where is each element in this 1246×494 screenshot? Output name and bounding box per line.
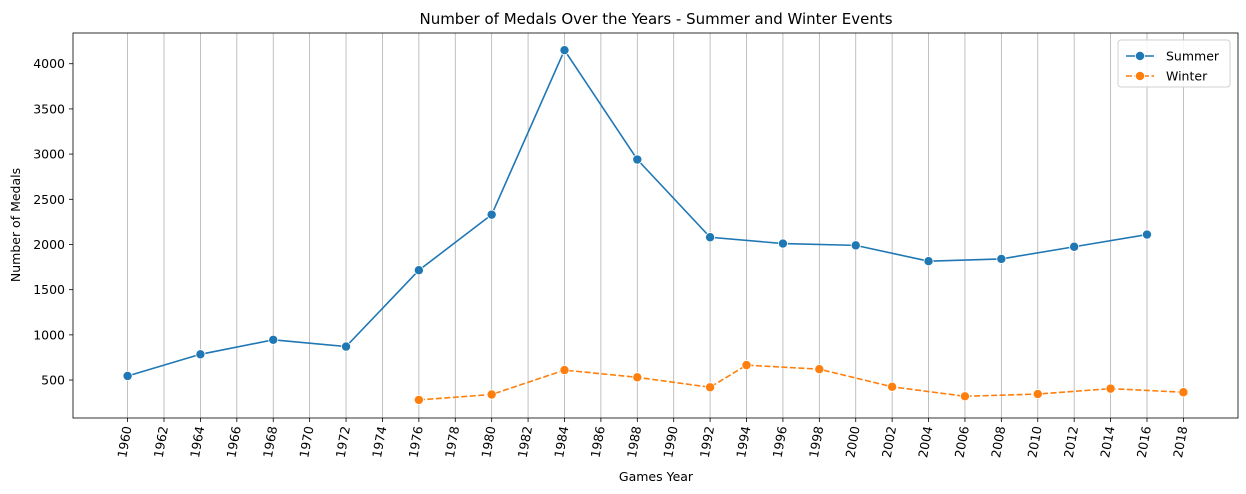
legend-marker (1135, 71, 1146, 82)
y-tick-label: 3000 (33, 147, 65, 162)
y-tick-label: 4000 (33, 56, 65, 71)
x-tick-label: 2018 (1170, 425, 1190, 459)
data-point (887, 381, 898, 392)
data-point (413, 394, 424, 405)
x-axis-ticks: 1960 1962 1964 1966 1968 1970 1972 1974 1976 1978… (114, 418, 1190, 459)
data-point (268, 334, 279, 345)
x-tick-label: 1976 (406, 425, 426, 459)
legend-entry-winter: Winter (1126, 69, 1208, 84)
y-tick-label: 1000 (33, 327, 65, 342)
series-line (418, 364, 1184, 401)
x-tick-label: 1984 (551, 425, 571, 459)
data-point (1105, 383, 1116, 394)
y-tick-label: 3500 (33, 101, 65, 116)
x-tick-label: 1970 (296, 425, 316, 459)
series-winter (413, 360, 1189, 405)
legend-marker (1135, 51, 1146, 62)
y-tick-label: 2000 (33, 237, 65, 252)
x-tick-label: 2014 (1097, 425, 1117, 459)
legend-entry-summer: Summer (1126, 49, 1220, 64)
x-tick-label: 1962 (151, 425, 171, 459)
data-point (486, 209, 497, 220)
data-point (1178, 387, 1189, 398)
x-tick-label: 1978 (442, 425, 462, 459)
x-tick-label: 1992 (697, 425, 717, 459)
y-tick-label: 500 (41, 373, 65, 388)
data-point (923, 256, 934, 267)
x-tick-label: 1998 (806, 425, 826, 459)
x-tick-label: 1982 (515, 425, 535, 459)
x-tick-label: 1996 (770, 425, 790, 459)
x-tick-label: 2010 (1024, 425, 1044, 459)
x-tick-label: 1960 (114, 425, 134, 459)
data-point (195, 349, 206, 360)
x-tick-label: 2016 (1134, 425, 1154, 459)
series-summer (122, 45, 1152, 381)
data-point (1069, 241, 1080, 252)
data-point (559, 45, 570, 56)
x-tick-label: 2006 (952, 425, 972, 459)
data-point (1032, 389, 1043, 400)
data-point (413, 265, 424, 276)
y-tick-label: 2500 (33, 192, 65, 207)
y-axis-ticks: 500 1000 1500 2000 2500 3000 3500 4000 (33, 56, 73, 388)
x-tick-label: 1968 (260, 425, 280, 459)
data-point (486, 389, 497, 400)
legend-label: Winter (1166, 69, 1208, 84)
data-point (341, 341, 352, 352)
x-tick-label: 2002 (879, 425, 899, 459)
x-tick-label: 2012 (1061, 425, 1081, 459)
x-tick-label: 2000 (842, 425, 862, 459)
x-tick-label: 1994 (733, 425, 753, 459)
x-tick-label: 1972 (333, 425, 353, 459)
x-tick-label: 2004 (915, 425, 935, 459)
x-tick-label: 2008 (988, 425, 1008, 459)
plot-series (122, 45, 1189, 405)
data-point (996, 253, 1007, 264)
gridlines (127, 33, 1184, 418)
x-tick-label: 1974 (369, 425, 389, 459)
x-tick-label: 1990 (660, 425, 680, 459)
data-point (705, 232, 716, 243)
data-point (1141, 229, 1152, 240)
x-axis-label: Games Year (619, 469, 694, 484)
y-tick-label: 1500 (33, 282, 65, 297)
data-point (850, 240, 861, 251)
x-tick-label: 1986 (588, 425, 608, 459)
data-point (777, 238, 788, 249)
x-tick-label: 1988 (624, 425, 644, 459)
x-tick-label: 1980 (478, 425, 498, 459)
x-tick-label: 1966 (223, 425, 243, 459)
data-point (559, 365, 570, 376)
y-axis-label: Number of Medals (8, 168, 23, 282)
data-point (632, 154, 643, 165)
legend-label: Summer (1166, 49, 1220, 64)
plot-frame (72, 32, 1239, 419)
x-tick-label: 1964 (187, 425, 207, 459)
data-point (814, 364, 825, 375)
legend: Summer Winter (1117, 39, 1231, 88)
chart-title: Number of Medals Over the Years - Summer… (419, 10, 892, 28)
data-point (122, 370, 133, 381)
data-point (959, 391, 970, 402)
data-point (705, 382, 716, 393)
data-point (741, 360, 752, 371)
data-point (632, 372, 643, 383)
